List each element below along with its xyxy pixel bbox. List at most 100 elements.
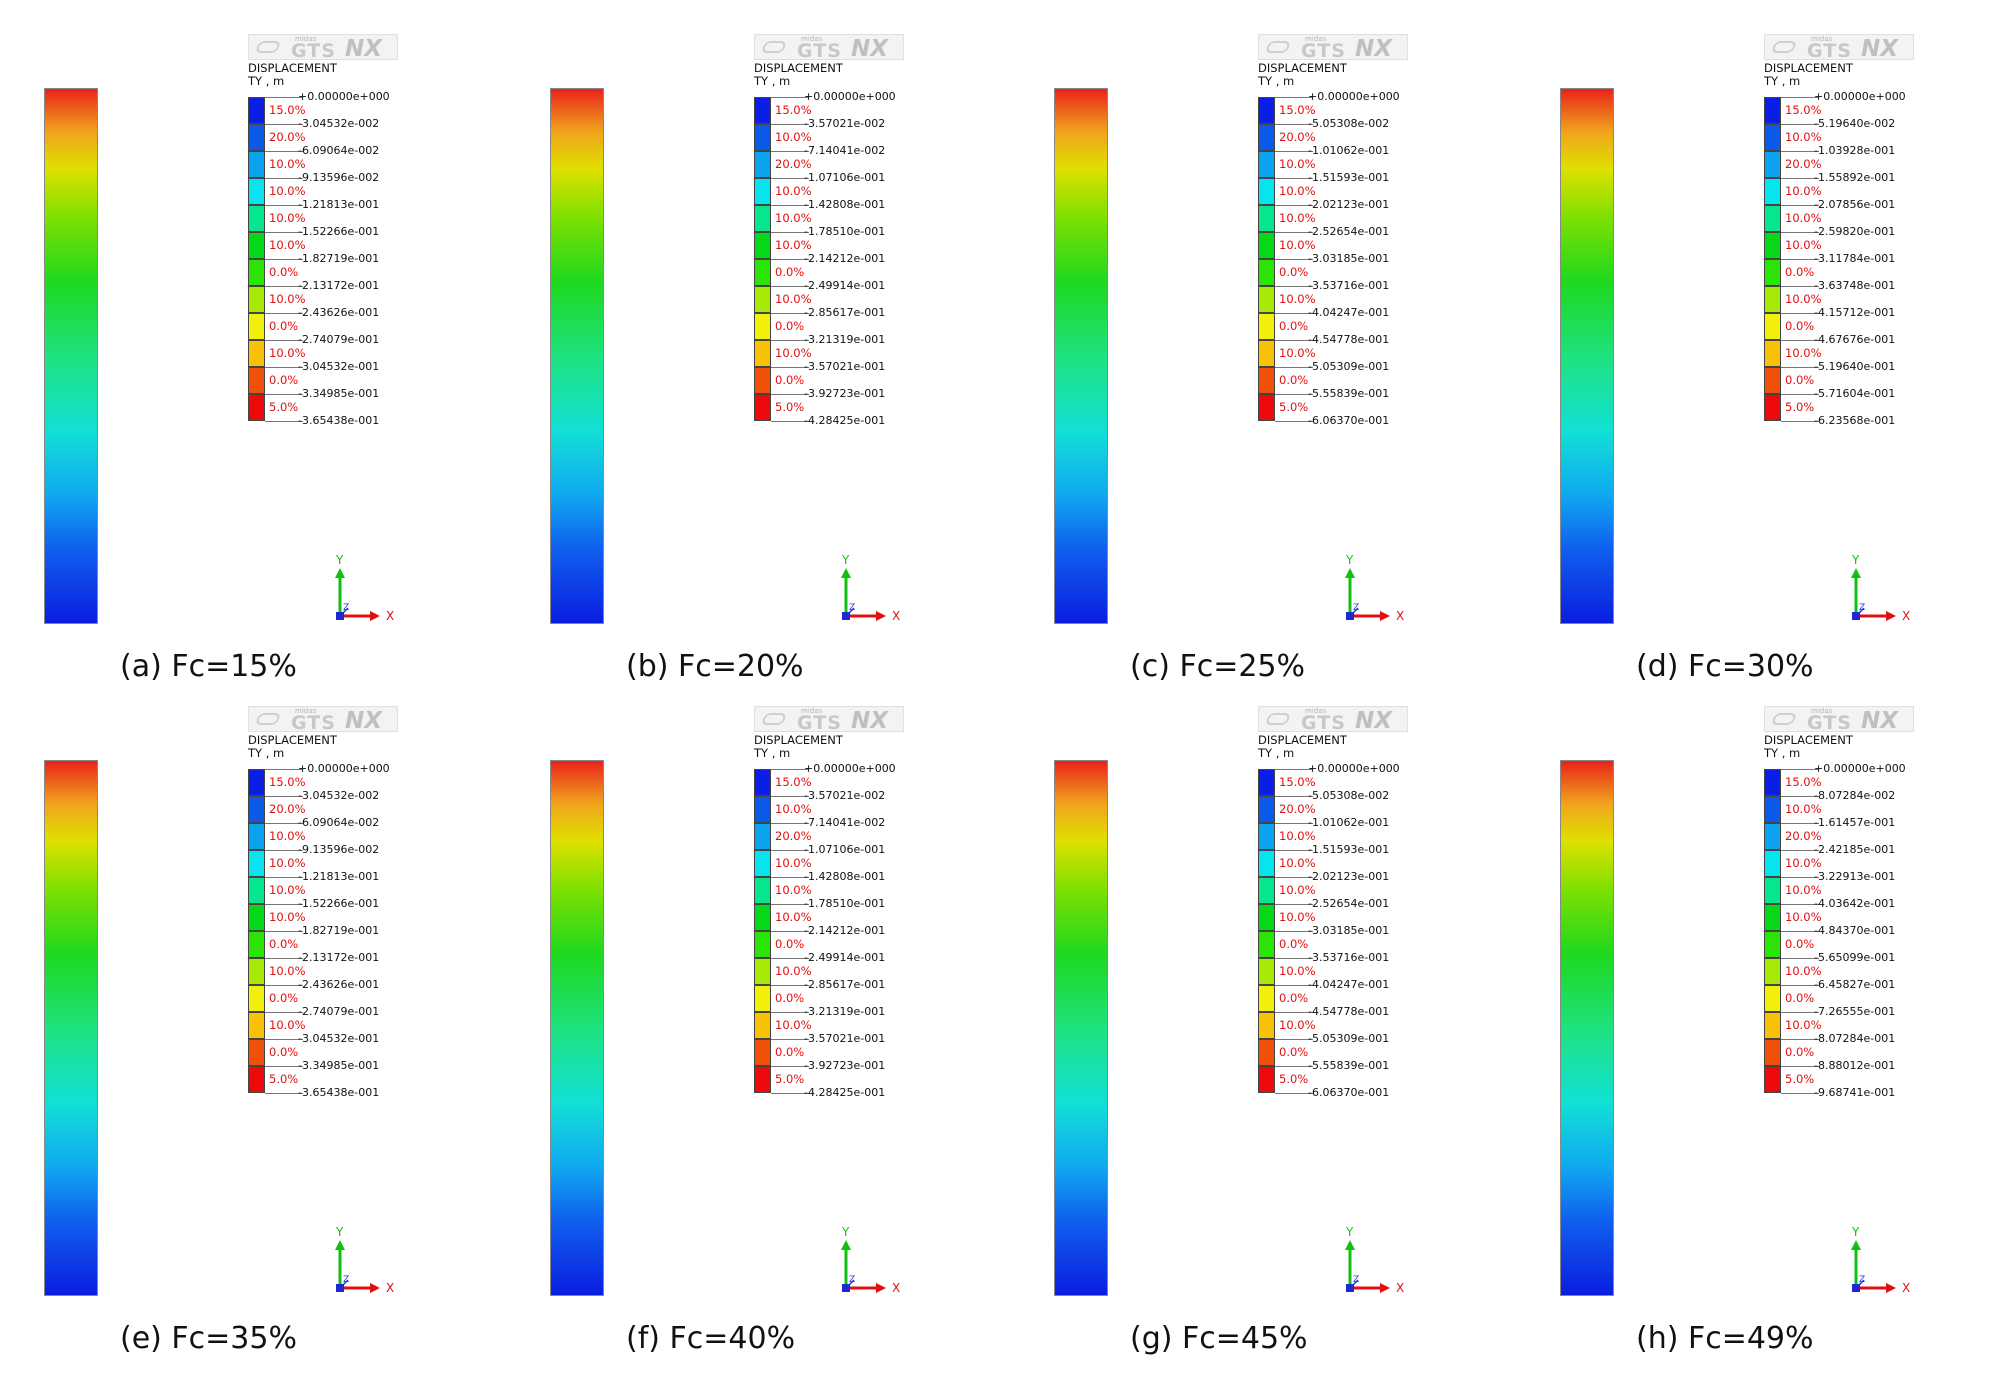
legend-swatch [248,958,265,985]
legend-tick [265,1012,303,1013]
legend-title: DISPLACEMENT [1258,733,1347,747]
legend-percent: 10.0% [1785,964,1822,978]
displacement-contour-column [44,760,98,1296]
axis-triad-icon: Y X Z [1345,1225,1404,1294]
legend-swatch [248,1066,265,1093]
legend-percent: 5.0% [1279,1072,1309,1086]
legend-swatch [248,394,265,421]
legend-percent: 10.0% [1279,292,1316,306]
legend-swatch [754,232,771,259]
logo-brand-text: GTS [797,40,842,62]
displacement-contour-column [550,88,604,624]
legend-value: -4.28425e-001 [804,414,886,427]
panel-caption: (f) Fc=40% [626,1321,796,1356]
logo-small-text: midas [801,707,823,715]
legend-tick [771,367,809,368]
legend-value: -4.54778e-001 [1308,333,1390,346]
legend-swatch [754,97,771,124]
legend-tick [1275,850,1313,851]
legend-percent: 10.0% [269,964,306,978]
legend-percent: 10.0% [1785,856,1822,870]
legend-swatch [1764,367,1781,394]
panel-caption: (c) Fc=25% [1130,649,1306,684]
legend-percent: 10.0% [1279,883,1316,897]
z-axis-label: Z [1859,1275,1865,1285]
legend-tick [1275,1066,1313,1067]
displacement-contour-column [550,760,604,1296]
legend-percent: 20.0% [775,157,812,171]
legend-value: -3.65438e-001 [298,414,380,427]
legend-tick [1781,931,1819,932]
legend-tick [1781,394,1819,395]
legend-swatch [248,796,265,823]
legend-percent: 15.0% [1785,103,1822,117]
legend-value: -4.54778e-001 [1308,1005,1390,1018]
legend-tick [1781,850,1819,851]
legend-value: -2.74079e-001 [298,1005,380,1018]
legend-swatch [248,232,265,259]
legend-percent: 10.0% [775,802,812,816]
legend-tick [771,124,809,125]
legend-percent: 10.0% [269,157,306,171]
legend-value: -6.09064e-002 [298,144,380,157]
legend-value: -2.85617e-001 [804,306,886,319]
logo-small-text: midas [1305,707,1327,715]
logo-mark-icon [1770,713,1798,725]
legend-swatch [754,394,771,421]
panel-caption: (e) Fc=35% [120,1321,297,1356]
legend-percent: 10.0% [1279,964,1316,978]
legend-value: -1.82719e-001 [298,924,380,937]
z-axis-label: Z [849,603,855,613]
legend-unit: TY , m [1764,74,1801,88]
legend-title: DISPLACEMENT [754,733,843,747]
logo-mark-icon [760,41,788,53]
legend-value: -1.82719e-001 [298,252,380,265]
legend-tick [1275,904,1313,905]
legend-tick [771,769,809,770]
legend-percent: 10.0% [1785,910,1822,924]
legend-value: -3.92723e-001 [804,387,886,400]
panel-caption: (d) Fc=30% [1636,649,1814,684]
legend-percent: 20.0% [775,829,812,843]
legend-value: -1.07106e-001 [804,171,886,184]
legend-tick [771,421,809,422]
displacement-contour-column [1054,760,1108,1296]
legend-swatch [248,1012,265,1039]
legend-tick [1275,1039,1313,1040]
legend-value: -5.05308e-002 [1308,789,1390,802]
legend-value: +0.00000e+000 [1814,90,1906,103]
legend-tick [265,124,303,125]
y-axis-label: Y [1851,553,1860,567]
legend-percent: 0.0% [775,1045,805,1059]
legend-tick [265,850,303,851]
legend-swatch [1764,850,1781,877]
logo-brand-text: GTS [1807,40,1852,62]
axis-triad-icon: Y X Z [335,553,394,622]
legend-value: -2.52654e-001 [1308,225,1390,238]
legend-percent: 5.0% [775,1072,805,1086]
legend-swatch [754,823,771,850]
legend-value: -5.55839e-001 [1308,387,1390,400]
legend-percent: 20.0% [269,130,306,144]
legend-tick [1275,796,1313,797]
displacement-contour-column [1560,760,1614,1296]
figure-panel: midas GTS NX DISPLACEMENT TY , m 15.0% 10.0% 20… [1516,672,1992,1356]
legend-value: -3.34985e-001 [298,1059,380,1072]
legend-percent: 10.0% [1785,211,1822,225]
logo-suffix-text: NX [1861,708,1898,734]
legend-percent: 10.0% [775,883,812,897]
x-axis-arrow-icon [1886,1283,1896,1293]
panel-caption: (a) Fc=15% [120,649,297,684]
legend-percent: 20.0% [1785,157,1822,171]
x-axis-arrow-icon [876,611,886,621]
legend-swatch [1764,1066,1781,1093]
legend-value: -1.55892e-001 [1814,171,1896,184]
legend-swatch [1258,1039,1275,1066]
legend-percent: 0.0% [1279,1045,1309,1059]
legend-swatch [1764,151,1781,178]
legend-percent: 10.0% [775,1018,812,1032]
legend-swatch [754,904,771,931]
legend-swatch [248,124,265,151]
origin-marker-icon [1852,1284,1860,1292]
legend-tick [1781,124,1819,125]
